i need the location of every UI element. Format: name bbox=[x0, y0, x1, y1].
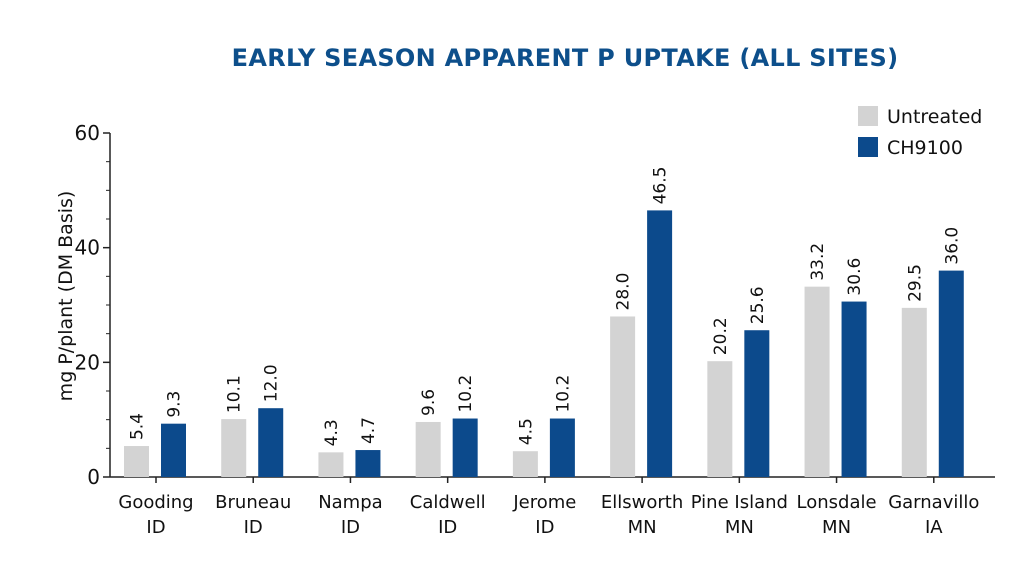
data-label: 36.0 bbox=[942, 227, 962, 265]
bar-untreated bbox=[804, 286, 830, 477]
legend-label: Untreated bbox=[887, 106, 982, 128]
x-tick-label: Gooding ID bbox=[118, 492, 193, 538]
bar-untreated bbox=[707, 361, 733, 477]
bar-untreated bbox=[901, 307, 927, 477]
data-label: 12.0 bbox=[262, 364, 282, 402]
y-tick-label: 0 bbox=[87, 465, 100, 489]
data-label: 29.5 bbox=[905, 264, 925, 302]
bar-ch9100 bbox=[647, 210, 673, 477]
bar-untreated bbox=[415, 421, 441, 477]
x-tick-label: Nampa ID bbox=[318, 492, 383, 538]
bar-ch9100 bbox=[258, 408, 284, 477]
bar-ch9100 bbox=[744, 330, 770, 477]
bars bbox=[124, 210, 964, 477]
data-labels: 5.4 9.3 10.1 12.0 4.3 4.7 9.6 10.2 4.5 10.2 28.0 46… bbox=[128, 167, 963, 447]
legend: Untreated CH9100 bbox=[858, 106, 982, 159]
data-label: 20.2 bbox=[711, 317, 731, 355]
bar-untreated bbox=[124, 446, 149, 477]
data-label: 5.4 bbox=[128, 413, 148, 440]
bar-untreated bbox=[610, 316, 636, 477]
bar-untreated bbox=[512, 451, 538, 477]
x-tick-label: Jerome ID bbox=[512, 492, 576, 538]
data-label: 9.3 bbox=[165, 391, 185, 418]
x-tick-label: Lonsdale MN bbox=[797, 492, 877, 538]
legend-label: CH9100 bbox=[887, 137, 963, 159]
y-axis-title: mg P/plant (DM Basis) bbox=[55, 191, 77, 402]
bar-untreated bbox=[221, 419, 247, 477]
bar-ch9100 bbox=[355, 450, 381, 477]
x-tick-label: Pine Island MN bbox=[691, 492, 788, 538]
data-label: 30.6 bbox=[845, 258, 865, 296]
bar-untreated bbox=[318, 452, 344, 477]
data-label: 4.5 bbox=[516, 418, 536, 445]
data-label: 25.6 bbox=[748, 286, 768, 324]
bar-ch9100 bbox=[549, 418, 575, 477]
data-label: 10.2 bbox=[456, 375, 476, 413]
data-label: 28.0 bbox=[614, 273, 634, 311]
bar-ch9100 bbox=[841, 301, 867, 477]
x-tick-label: Caldwell ID bbox=[410, 492, 486, 538]
bar-ch9100 bbox=[161, 423, 186, 477]
x-tick-label: Garnavillo IA bbox=[888, 492, 979, 538]
data-label: 10.1 bbox=[225, 375, 245, 413]
bar-ch9100 bbox=[938, 270, 964, 477]
legend-swatch bbox=[858, 106, 878, 126]
legend-swatch bbox=[858, 137, 878, 157]
y-tick-label: 40 bbox=[75, 236, 100, 260]
data-label: 4.3 bbox=[322, 419, 342, 446]
data-label: 4.7 bbox=[359, 417, 379, 444]
data-label: 9.6 bbox=[419, 389, 439, 416]
y-tick-label: 20 bbox=[75, 350, 100, 374]
x-tick-label: Bruneau ID bbox=[215, 492, 291, 538]
chart-title: EARLY SEASON APPARENT P UPTAKE (ALL SITE… bbox=[231, 44, 899, 72]
data-label: 46.5 bbox=[651, 167, 671, 205]
category-labels: Gooding ID Bruneau ID Nampa ID Caldwell ID Jerom… bbox=[118, 492, 979, 538]
data-label: 10.2 bbox=[553, 375, 573, 413]
bar-ch9100 bbox=[452, 418, 478, 477]
x-tick-label: Ellsworth MN bbox=[601, 492, 683, 538]
y-tick-label: 60 bbox=[75, 121, 100, 145]
data-label: 33.2 bbox=[808, 243, 828, 281]
